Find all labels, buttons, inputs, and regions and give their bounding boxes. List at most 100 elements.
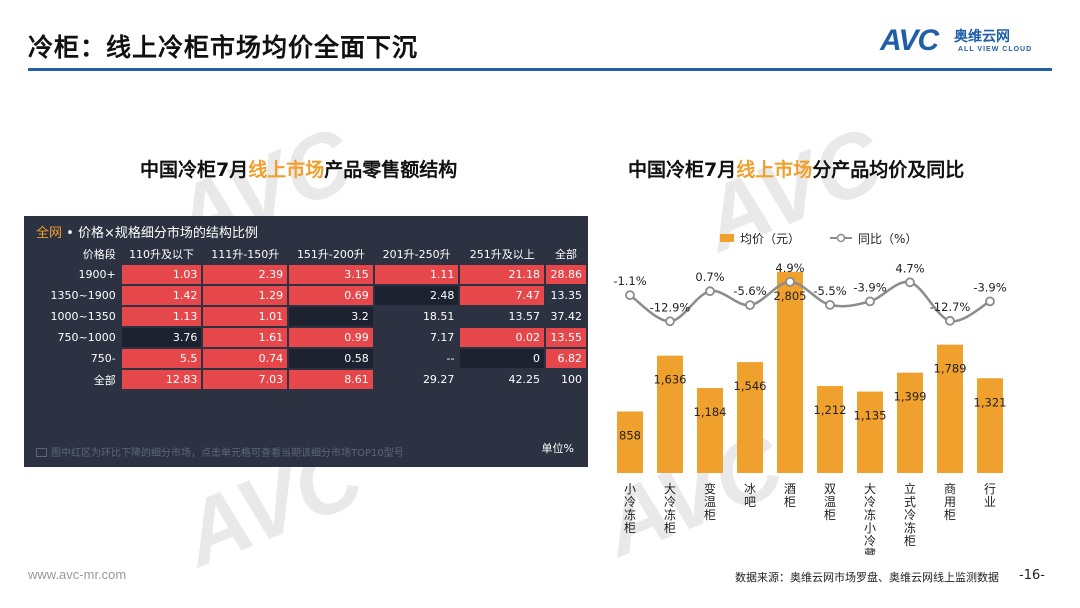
table-column-header: 价格段 (82, 247, 116, 261)
table-cell[interactable]: 1.03 (121, 265, 202, 284)
table-cell[interactable]: 3.2 (289, 307, 373, 326)
table-column-header: 全部 (554, 247, 577, 261)
table-cell[interactable]: 0.99 (289, 328, 373, 347)
table-cell[interactable]: 1.13 (121, 307, 202, 326)
table-cell[interactable]: 29.27 (422, 373, 455, 386)
bar-3 (737, 362, 763, 473)
panel-title: • 价格×规格细分市场的结构比例 (66, 226, 258, 241)
table-cell[interactable]: 1.61 (203, 328, 288, 347)
table-cell[interactable]: 13.55 (545, 328, 586, 347)
yoy-line (629, 280, 991, 323)
row-label: 全部 (93, 373, 116, 387)
table-cell[interactable]: 0.74 (203, 349, 288, 368)
yoy-point-7 (905, 277, 915, 288)
yoy-point-6 (865, 296, 875, 307)
bar-value-label: 2,805 (774, 289, 807, 303)
table-header-row: 价格段 110升及以下 111升-150升 151升-200升 201升-250升 251… (40, 244, 586, 263)
bar-value-label: 858 (619, 428, 641, 442)
panel-footnote: 图中红区为环比下降的细分市场，点击单元格可查看当期该细分市场TOP10型号 (36, 444, 404, 459)
table-cell[interactable]: 2.48 (374, 286, 459, 305)
yoy-value-label: 4.9% (775, 261, 804, 275)
bar-value-label: 1,321 (974, 395, 1007, 409)
left-subtitle-highlight: 线上市场 (248, 159, 325, 181)
yoy-point-5 (825, 299, 835, 310)
bar-value-label: 1,789 (934, 362, 967, 376)
table-cell[interactable]: 3.76 (121, 328, 202, 347)
row-label: 750- (90, 352, 116, 365)
website-url[interactable]: www.avc-mr.com (28, 567, 127, 582)
logo-en-name: ALL VIEW CLOUD (958, 46, 1033, 53)
bar-5 (817, 386, 843, 473)
table-cell[interactable]: 28.86 (545, 265, 586, 284)
legend-bar-swatch (720, 234, 734, 242)
table-cell[interactable]: 7.03 (203, 370, 288, 389)
table-cell[interactable]: 12.83 (121, 370, 202, 389)
table-cell[interactable]: 42.25 (508, 373, 540, 386)
table-row: 750- 5.5 0.74 0.58 -- 0 6.82 (40, 349, 586, 368)
panel-scope-label: 全网 (36, 226, 63, 241)
table-cell[interactable]: 6.82 (545, 349, 586, 368)
table-row: 1350~1900 1.42 1.29 0.69 2.48 7.47 13.35 (40, 286, 586, 305)
table-cell[interactable]: 100 (561, 373, 582, 386)
bar-2 (697, 388, 723, 473)
table-cell[interactable]: 1.01 (203, 307, 288, 326)
legend-bar-label: 均价（元） (740, 232, 800, 246)
yoy-value-label: -5.6% (733, 284, 766, 298)
bar-4 (777, 271, 803, 473)
table-cell[interactable]: 5.5 (121, 349, 202, 368)
yoy-point-3 (745, 300, 755, 311)
table-column-header: 201升-250升 (382, 247, 451, 261)
category-label: 立式冷冻柜 (904, 481, 916, 548)
row-label: 1900+ (78, 268, 116, 281)
row-label: 1350~1900 (50, 289, 116, 302)
yoy-value-label: -1.1% (613, 274, 646, 288)
right-subtitle: 中国冷柜7月线上市场分产品均价及同比 (628, 155, 964, 182)
left-subtitle-post: 产品零售额结构 (324, 159, 458, 181)
page-title: 冷柜：线上冷柜市场均价全面下沉 (28, 33, 419, 62)
table-cell[interactable]: 13.57 (508, 310, 540, 323)
category-label: 双温柜 (824, 482, 836, 522)
bar-value-label: 1,212 (814, 403, 847, 417)
table-cell[interactable]: 1.11 (374, 265, 459, 284)
bar-0 (617, 411, 643, 473)
yoy-value-label: -12.7% (930, 300, 971, 314)
right-subtitle-highlight: 线上市场 (736, 159, 813, 181)
panel-header: 全网 • 价格×规格细分市场的结构比例 (36, 222, 258, 241)
note-icon (36, 448, 47, 457)
table-cell[interactable]: 7.47 (460, 286, 544, 305)
category-label: 行业 (984, 482, 996, 509)
bar-value-label: 1,546 (734, 379, 767, 393)
table-row: 1000~1350 1.13 1.01 3.2 18.51 13.57 37.42 (40, 307, 586, 326)
logo-mark: AVC (880, 24, 939, 57)
bar-7 (897, 372, 923, 473)
category-label: 酒柜 (784, 482, 796, 509)
table-cell[interactable]: 0.69 (289, 286, 373, 305)
yoy-point-4 (785, 276, 795, 287)
table-row: 1900+ 1.03 2.39 3.15 1.11 21.18 28.86 (40, 265, 586, 284)
unit-label: 单位% (541, 442, 574, 455)
table-cell[interactable]: -- (446, 352, 455, 365)
table-cell[interactable]: 2.39 (203, 265, 288, 284)
row-label: 1000~1350 (50, 310, 116, 323)
yoy-value-label: 4.7% (895, 261, 924, 275)
right-subtitle-pre: 中国冷柜7月 (628, 159, 737, 181)
table-cell[interactable]: 1.42 (121, 286, 202, 305)
table-cell[interactable]: 3.15 (289, 265, 373, 284)
yoy-value-label: -12.9% (650, 300, 691, 314)
table-cell[interactable]: 7.17 (429, 331, 455, 344)
table-cell[interactable]: 37.42 (550, 310, 583, 323)
yoy-value-label: -5.5% (813, 284, 846, 298)
structure-table-panel: 全网 • 价格×规格细分市场的结构比例 价格段 110升及以下 111升-150升 1… (24, 216, 588, 467)
table-cell[interactable]: 8.61 (289, 370, 373, 389)
table-cell[interactable]: 1.29 (203, 286, 288, 305)
table-cell[interactable]: 18.51 (422, 310, 455, 323)
table-cell[interactable]: 21.18 (460, 265, 544, 284)
table-cell[interactable]: 0.58 (289, 349, 373, 368)
bar-9 (977, 378, 1003, 473)
table-cell[interactable]: 0 (460, 349, 544, 368)
table-cell[interactable]: 13.35 (550, 289, 583, 302)
yoy-point-1 (665, 316, 675, 327)
table-cell[interactable]: 0.02 (460, 328, 544, 347)
right-subtitle-post: 分产品均价及同比 (812, 159, 965, 181)
category-label: 冰吧 (744, 482, 756, 509)
